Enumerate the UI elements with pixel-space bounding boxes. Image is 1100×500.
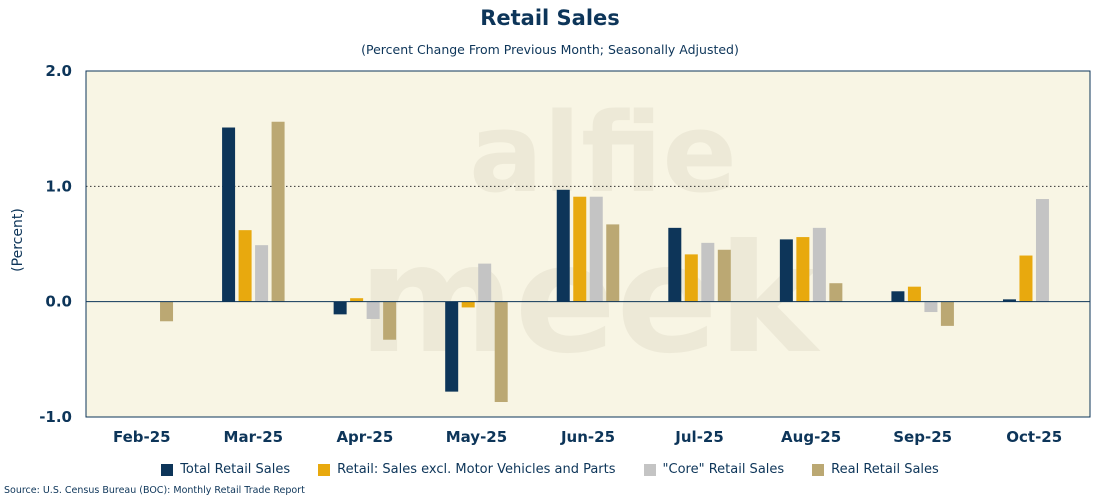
y-tick-label: 0.0 (45, 293, 72, 311)
bar-2-sep-25 (907, 286, 921, 302)
bar-3-aug-25 (812, 227, 826, 302)
legend-item-2: Retail: Sales excl. Motor Vehicles and P… (318, 462, 616, 477)
bar-4-may-25 (494, 301, 508, 403)
bar-3-sep-25 (924, 301, 938, 313)
legend-swatch (812, 463, 825, 476)
x-tick-label: Oct-25 (1006, 428, 1062, 446)
x-tick-label: Apr-25 (336, 428, 393, 446)
x-tick-label: Sep-25 (893, 428, 952, 446)
x-tick-label: Jul-25 (674, 428, 724, 446)
x-tick-label: May-25 (446, 428, 507, 446)
legend-label: Real Retail Sales (831, 462, 939, 477)
x-tick-label: Mar-25 (224, 428, 284, 446)
legend-swatch (161, 463, 174, 476)
bar-2-oct-25 (1019, 255, 1033, 302)
bar-4-apr-25 (383, 301, 397, 340)
bar-4-jul-25 (717, 249, 731, 302)
chart-subtitle: (Percent Change From Previous Month; Sea… (361, 42, 739, 57)
bar-3-jul-25 (701, 242, 715, 302)
legend-label: Retail: Sales excl. Motor Vehicles and P… (337, 462, 616, 477)
bar-3-jun-25 (589, 196, 603, 302)
plot-area (86, 71, 1090, 417)
bar-1-apr-25 (333, 301, 347, 315)
bar-1-jun-25 (556, 189, 570, 302)
bar-4-mar-25 (271, 121, 285, 302)
bar-2-aug-25 (796, 237, 810, 302)
chart-legend: Total Retail Sales Retail: Sales excl. Mo… (0, 462, 1100, 477)
chart-title: Retail Sales (480, 6, 620, 30)
bar-2-jun-25 (573, 196, 587, 302)
chart-svg: alfie meek Feb-25 Mar-25 Apr-25 May-25 Jun-2… (39, 62, 1091, 446)
bar-1-oct-25 (1002, 299, 1016, 302)
bar-1-jul-25 (668, 227, 682, 302)
bar-4-feb-25 (160, 301, 174, 322)
legend-label: "Core" Retail Sales (662, 462, 785, 477)
bar-2-apr-25 (350, 298, 364, 302)
bar-4-sep-25 (940, 301, 954, 326)
bar-2-jul-25 (684, 254, 698, 302)
legend-label: Total Retail Sales (180, 462, 291, 477)
bar-2-mar-25 (238, 230, 252, 302)
bar-4-aug-25 (829, 283, 843, 302)
plot-border (85, 70, 1091, 418)
source-note: Source: U.S. Census Bureau (BOC): Monthl… (4, 485, 305, 496)
x-tick-label: Jun-25 (560, 428, 615, 446)
x-tick-label: Feb-25 (113, 428, 171, 446)
legend-item-1: Total Retail Sales (161, 462, 290, 477)
legend-item-4: Real Retail Sales (812, 462, 939, 477)
y-tick-label: -1.0 (39, 408, 72, 426)
bar-1-aug-25 (779, 239, 793, 302)
svg-text:meek: meek (358, 213, 821, 387)
y-tick-label: 2.0 (45, 62, 72, 80)
svg-text:alfie: alfie (469, 89, 737, 217)
bar-3-oct-25 (1035, 199, 1049, 302)
legend-swatch (643, 463, 656, 476)
bar-3-may-25 (478, 263, 492, 302)
watermark-logo: alfie meek (358, 89, 821, 387)
bar-1-mar-25 (222, 127, 236, 302)
bar-3-apr-25 (366, 301, 380, 319)
bar-1-sep-25 (891, 291, 905, 302)
bar-1-may-25 (445, 301, 459, 392)
legend-swatch (318, 463, 331, 476)
x-tick-label: Aug-25 (781, 428, 841, 446)
y-tick-label: 1.0 (45, 177, 72, 195)
bar-4-jun-25 (606, 224, 620, 302)
bar-2-may-25 (461, 301, 475, 308)
bar-3-mar-25 (255, 245, 269, 302)
legend-item-3: "Core" Retail Sales (643, 462, 785, 477)
